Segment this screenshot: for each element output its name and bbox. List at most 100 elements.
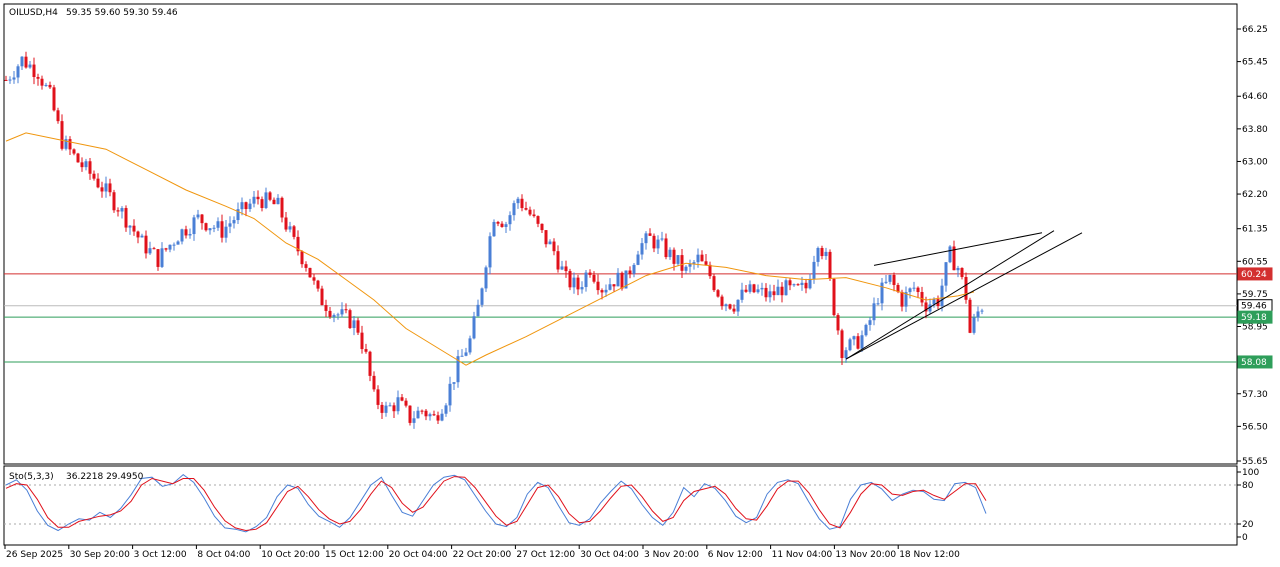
candle[interactable] <box>788 278 792 291</box>
candle[interactable] <box>364 343 368 354</box>
candle[interactable] <box>904 286 908 313</box>
candle[interactable] <box>828 249 832 282</box>
candle[interactable] <box>352 316 356 336</box>
candle[interactable] <box>772 284 776 301</box>
candle[interactable] <box>400 394 404 402</box>
candle[interactable] <box>928 298 932 315</box>
candle[interactable] <box>488 232 492 275</box>
candle[interactable] <box>816 246 820 267</box>
candle[interactable] <box>376 385 380 410</box>
candle[interactable] <box>712 273 716 292</box>
candle[interactable] <box>492 219 496 237</box>
candle[interactable] <box>284 212 288 232</box>
candle[interactable] <box>240 197 244 216</box>
candle[interactable] <box>228 216 232 234</box>
candle[interactable] <box>264 187 268 210</box>
candle[interactable] <box>456 349 460 388</box>
candle[interactable] <box>880 277 884 311</box>
candle[interactable] <box>832 278 836 317</box>
candle[interactable] <box>808 273 812 290</box>
candle[interactable] <box>72 148 76 156</box>
candle[interactable] <box>420 409 424 415</box>
candle[interactable] <box>728 303 732 310</box>
candle[interactable] <box>164 247 168 252</box>
candle[interactable] <box>872 297 876 326</box>
candle[interactable] <box>80 157 84 172</box>
candle[interactable] <box>508 211 512 231</box>
candle[interactable] <box>472 311 476 340</box>
candle[interactable] <box>424 408 428 421</box>
candle[interactable] <box>628 266 632 279</box>
candle[interactable] <box>52 84 56 112</box>
candle[interactable] <box>660 231 664 242</box>
candle[interactable] <box>172 242 176 251</box>
candle[interactable] <box>692 260 696 270</box>
candle[interactable] <box>344 303 348 314</box>
candle[interactable] <box>572 272 576 294</box>
candle[interactable] <box>948 245 952 264</box>
candle[interactable] <box>644 231 648 250</box>
candle[interactable] <box>972 313 976 335</box>
candle[interactable] <box>768 284 772 303</box>
candle[interactable] <box>784 278 788 296</box>
candle[interactable] <box>964 272 968 304</box>
candle[interactable] <box>100 181 104 198</box>
candle[interactable] <box>652 233 656 253</box>
candle[interactable] <box>440 409 444 422</box>
candle[interactable] <box>740 282 744 303</box>
candle[interactable] <box>104 176 108 198</box>
candle[interactable] <box>756 284 760 294</box>
candle[interactable] <box>328 306 332 319</box>
candle[interactable] <box>604 284 608 298</box>
candle[interactable] <box>956 265 960 278</box>
candle[interactable] <box>560 260 564 271</box>
candle[interactable] <box>452 382 456 391</box>
candle[interactable] <box>980 308 984 315</box>
candle[interactable] <box>888 274 892 285</box>
candle[interactable] <box>960 267 964 280</box>
price-panel[interactable] <box>3 3 1238 465</box>
candle[interactable] <box>536 215 540 228</box>
candle[interactable] <box>236 202 240 225</box>
candle[interactable] <box>736 299 740 316</box>
candle[interactable] <box>856 333 860 350</box>
candle[interactable] <box>524 201 528 211</box>
candle[interactable] <box>380 402 384 419</box>
candle[interactable] <box>428 412 432 421</box>
candle[interactable] <box>268 191 272 202</box>
candle[interactable] <box>804 278 808 294</box>
candle[interactable] <box>720 294 724 310</box>
candle[interactable] <box>564 260 568 278</box>
candle[interactable] <box>180 228 184 245</box>
candle[interactable] <box>296 230 300 256</box>
candle[interactable] <box>468 335 472 355</box>
candle[interactable] <box>760 282 764 296</box>
candle[interactable] <box>532 209 536 218</box>
candle[interactable] <box>128 225 132 235</box>
candle[interactable] <box>900 289 904 312</box>
candle[interactable] <box>464 347 468 357</box>
candle[interactable] <box>140 233 144 238</box>
candle[interactable] <box>668 247 672 260</box>
candle[interactable] <box>16 64 20 84</box>
candle[interactable] <box>500 221 504 228</box>
candle[interactable] <box>792 283 796 287</box>
candle[interactable] <box>32 57 36 85</box>
stochastic-panel[interactable] <box>3 465 1238 546</box>
candle[interactable] <box>820 245 824 260</box>
candle[interactable] <box>116 207 120 217</box>
candle[interactable] <box>544 230 548 248</box>
candle[interactable] <box>612 284 616 292</box>
candle[interactable] <box>196 209 200 220</box>
candle[interactable] <box>176 240 180 245</box>
candle[interactable] <box>616 268 620 287</box>
candle[interactable] <box>184 225 188 239</box>
candle[interactable] <box>568 268 572 291</box>
candle[interactable] <box>320 285 324 306</box>
candle[interactable] <box>56 107 60 124</box>
candle[interactable] <box>412 411 416 429</box>
candle[interactable] <box>732 304 736 314</box>
trendline[interactable] <box>845 232 1083 360</box>
candle[interactable] <box>516 196 520 209</box>
candle[interactable] <box>300 250 304 268</box>
